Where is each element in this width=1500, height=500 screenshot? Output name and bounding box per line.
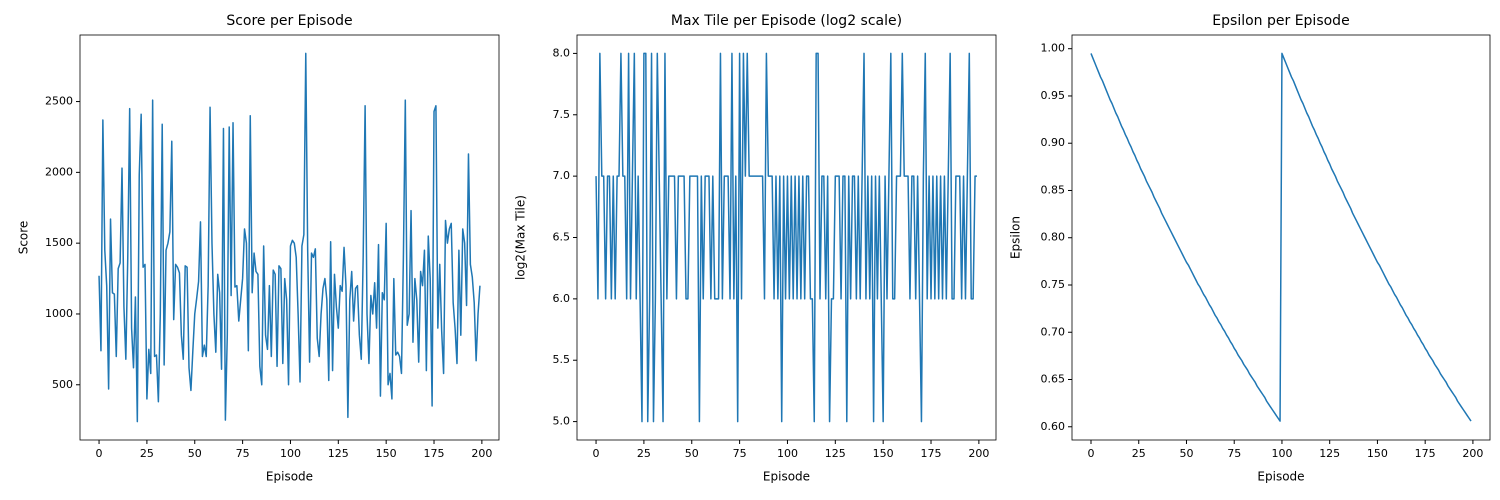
y-tick-label: 2000 — [45, 165, 73, 178]
x-tick-label: 125 — [825, 447, 846, 460]
y-tick-label: 500 — [52, 378, 73, 391]
y-tick-label: 1000 — [45, 307, 73, 320]
y-tick-label: 7.5 — [553, 108, 571, 121]
x-tick-label: 150 — [873, 447, 894, 460]
x-tick-label: 50 — [685, 447, 699, 460]
y-tick-label: 0.75 — [1041, 278, 1066, 291]
x-tick-label: 100 — [280, 447, 301, 460]
x-tick-label: 150 — [1367, 447, 1388, 460]
x-tick-label: 100 — [1271, 447, 1292, 460]
x-tick-label: 100 — [777, 447, 798, 460]
y-tick-label: 0.85 — [1041, 183, 1066, 196]
y-tick-label: 5.0 — [553, 415, 571, 428]
x-tick-label: 125 — [328, 447, 349, 460]
x-tick-label: 0 — [96, 447, 103, 460]
y-tick-label: 0.65 — [1041, 373, 1066, 386]
y-tick-label: 6.5 — [553, 231, 571, 244]
data-line — [98, 52, 481, 423]
y-tick-label: 2500 — [45, 95, 73, 108]
x-axis-label: Episode — [763, 470, 810, 484]
plot-frame — [576, 34, 997, 441]
x-tick-label: 50 — [1179, 447, 1193, 460]
y-tick-label: 7.0 — [553, 169, 571, 182]
x-tick-label: 200 — [968, 447, 989, 460]
y-tick-label: 5.5 — [553, 353, 571, 366]
plot-frame — [1071, 34, 1491, 441]
x-tick-label: 175 — [1415, 447, 1436, 460]
y-tick-label: 8.0 — [553, 46, 571, 59]
y-tick-label: 0.70 — [1041, 325, 1066, 338]
plot-frame — [79, 34, 500, 441]
y-tick-label: 0.60 — [1041, 420, 1066, 433]
subplot: Max Tile per Episode (log2 scale) Episode… — [514, 13, 997, 484]
x-tick-label: 200 — [471, 447, 492, 460]
x-axis-label: Episode — [1257, 470, 1304, 484]
y-axis-label: log2(Max Tile) — [514, 195, 528, 280]
x-tick-label: 75 — [1227, 447, 1241, 460]
y-tick-label: 0.95 — [1041, 89, 1066, 102]
y-axis-label: Epsilon — [1009, 216, 1023, 259]
x-tick-label: 175 — [424, 447, 445, 460]
data-line — [1090, 52, 1472, 422]
x-tick-label: 25 — [637, 447, 651, 460]
x-tick-label: 25 — [140, 447, 154, 460]
x-tick-label: 0 — [593, 447, 600, 460]
x-tick-label: 75 — [733, 447, 747, 460]
data-line — [595, 52, 977, 423]
x-tick-label: 75 — [236, 447, 250, 460]
x-tick-label: 150 — [376, 447, 397, 460]
x-tick-label: 0 — [1088, 447, 1095, 460]
y-tick-label: 1.00 — [1041, 42, 1066, 55]
x-tick-label: 50 — [188, 447, 202, 460]
subplot-title: Score per Episode — [226, 13, 352, 29]
x-axis-label: Episode — [266, 470, 313, 484]
subplot: Score per Episode Episode Score 0 25 50 75 100 1… — [17, 13, 500, 484]
subplot-title: Max Tile per Episode (log2 scale) — [671, 13, 902, 29]
y-tick-label: 6.0 — [553, 292, 571, 305]
y-tick-label: 0.80 — [1041, 231, 1066, 244]
subplot: Epsilon per Episode Episode Epsilon 0 25 50 75… — [1009, 13, 1491, 484]
x-tick-label: 175 — [921, 447, 942, 460]
y-axis-label: Score — [17, 221, 31, 255]
x-tick-label: 25 — [1132, 447, 1146, 460]
y-tick-label: 0.90 — [1041, 136, 1066, 149]
subplot-title: Epsilon per Episode — [1212, 13, 1349, 29]
y-tick-label: 1500 — [45, 236, 73, 249]
x-tick-label: 200 — [1462, 447, 1483, 460]
x-tick-label: 125 — [1319, 447, 1340, 460]
